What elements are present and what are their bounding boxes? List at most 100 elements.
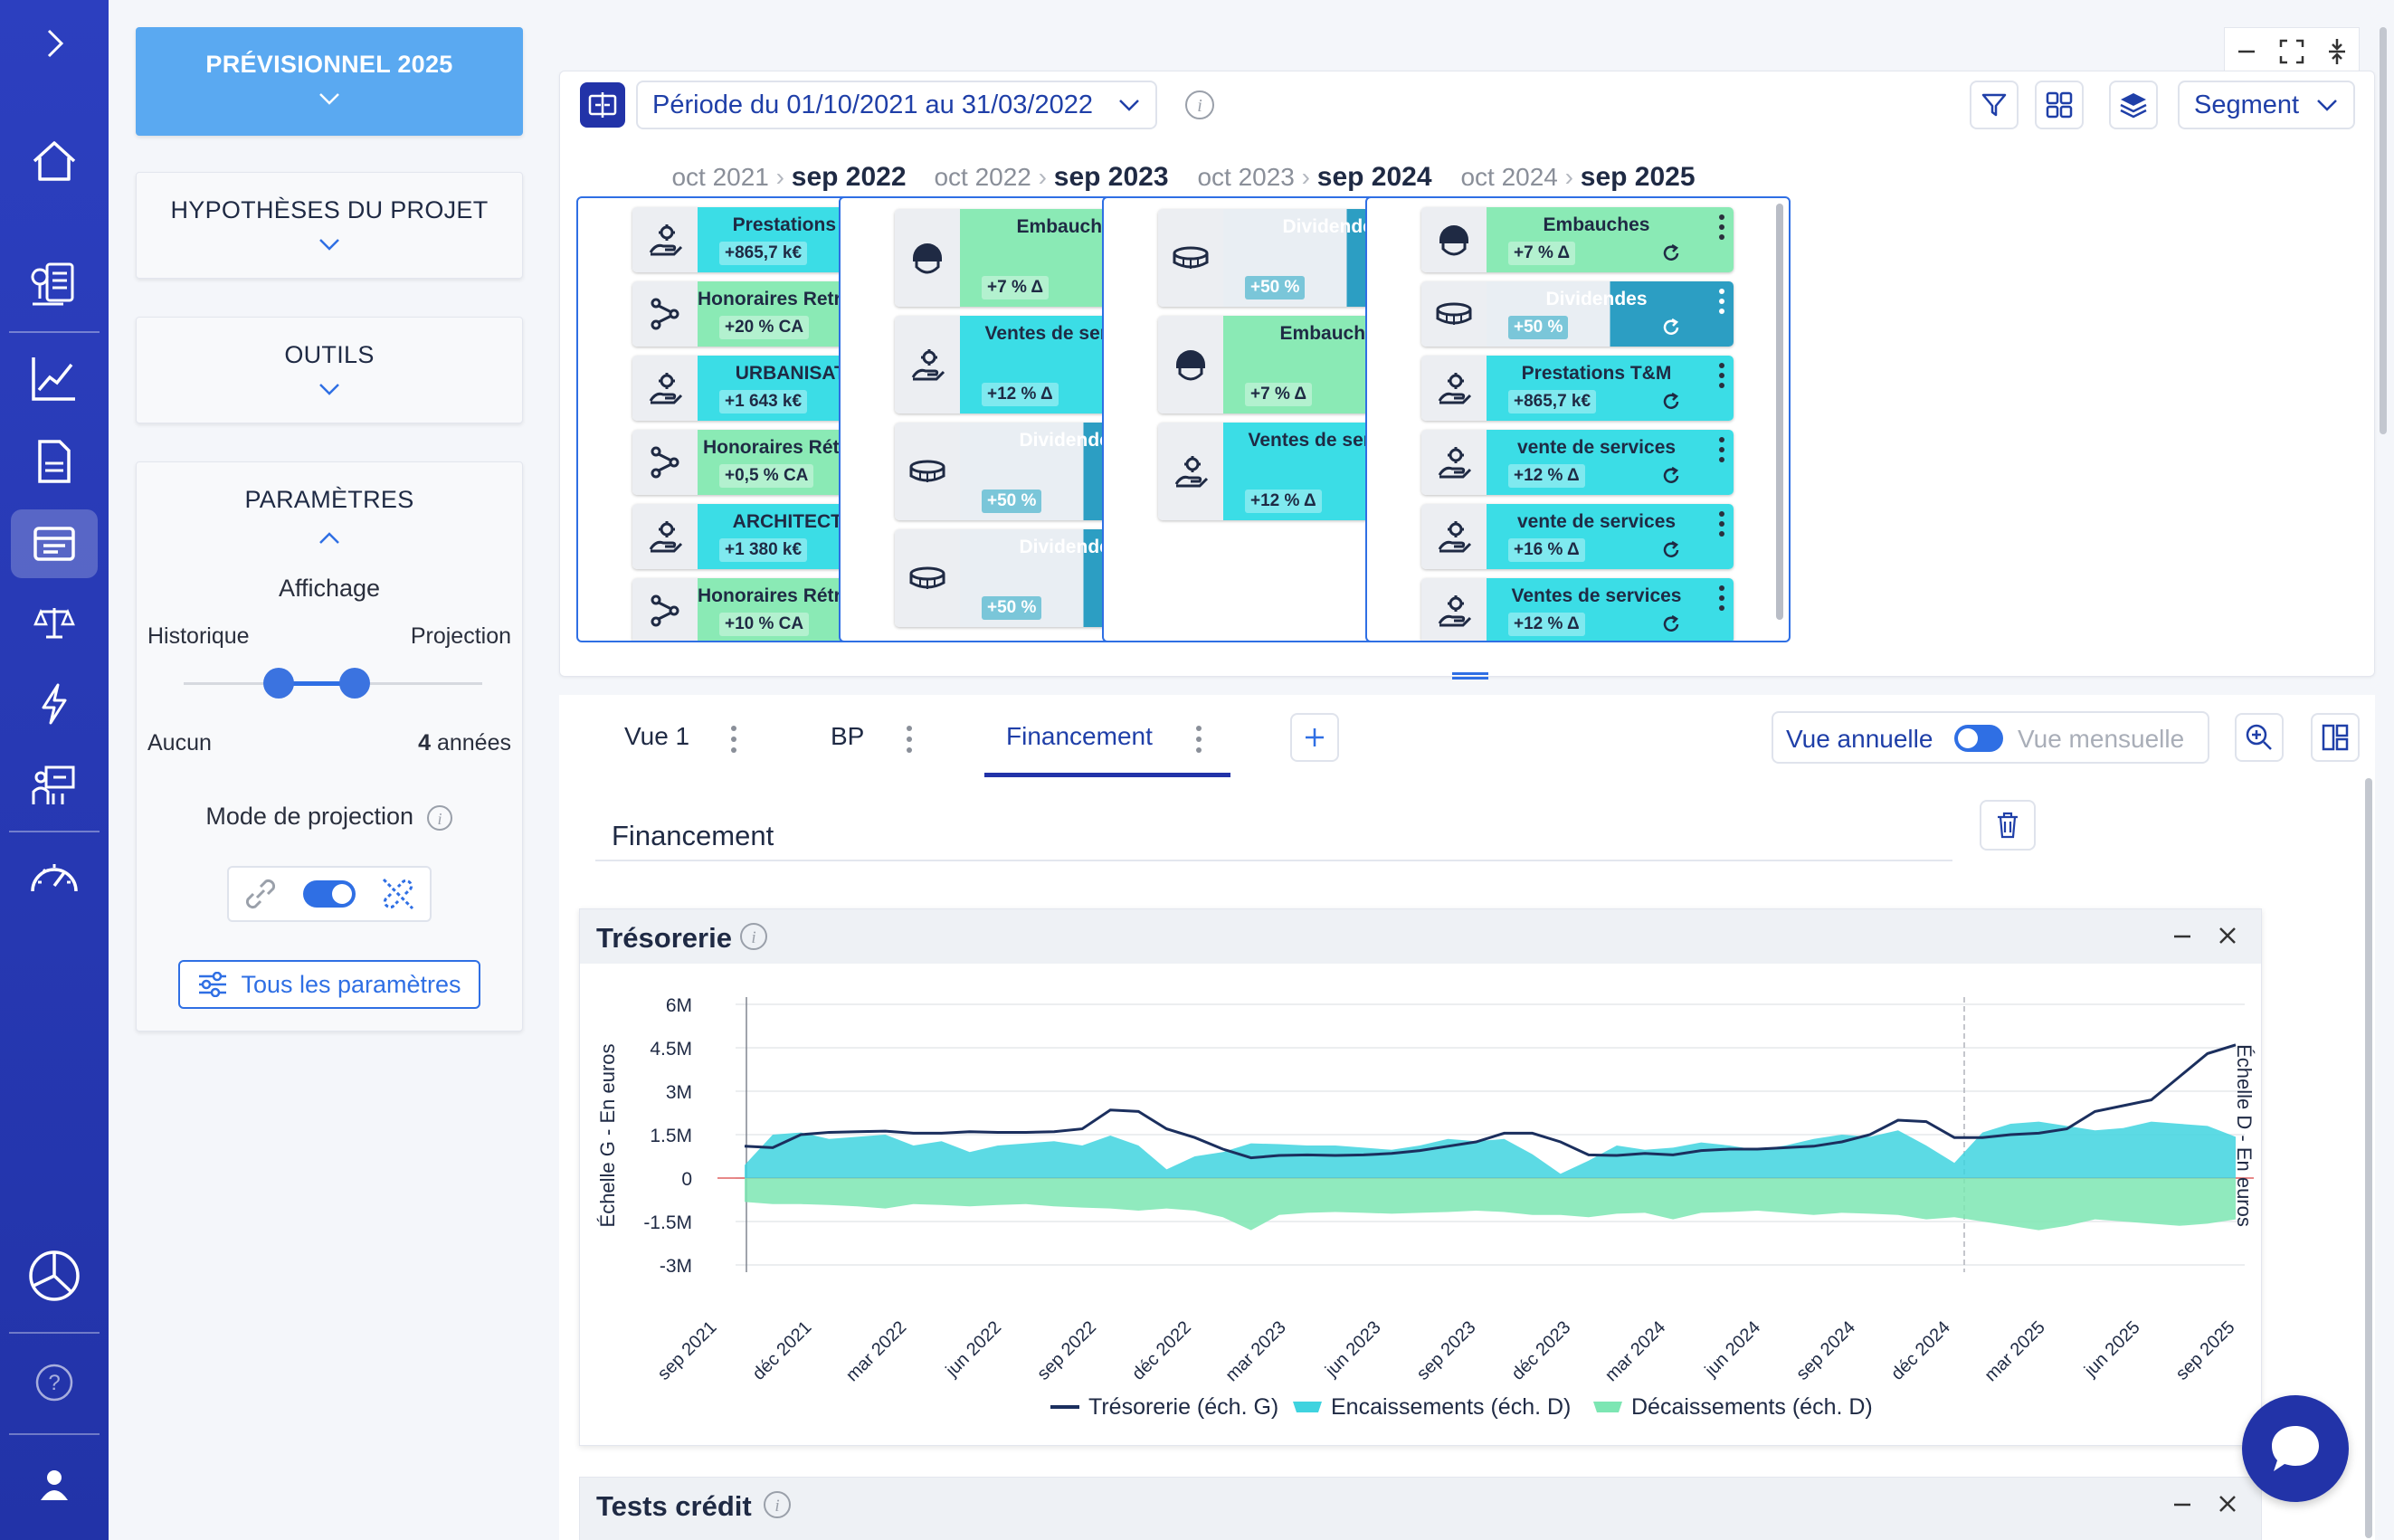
layout-button[interactable]	[2311, 713, 2360, 762]
collapse-vertical-icon[interactable]	[2326, 37, 2348, 66]
chat-button[interactable]	[2242, 1395, 2349, 1502]
hypothesis-body: vente de services +16 % Δ	[1487, 504, 1734, 569]
chevron-down-icon[interactable]	[137, 382, 522, 396]
y-right-axis-title: Échelle D - En euros	[2233, 1044, 2256, 1227]
period-title: oct 2022 › sep 2023	[934, 162, 1169, 192]
hypotheses-card[interactable]: HYPOTHÈSES DU PROJET	[136, 172, 523, 279]
zoom-button[interactable]	[2235, 713, 2284, 762]
help-icon[interactable]: ?	[11, 1348, 98, 1417]
hypothesis-item[interactable]: vente de services +12 % Δ	[1421, 430, 1734, 495]
info-icon[interactable]: i	[1184, 90, 1215, 120]
tab-financement[interactable]: Financement	[1006, 722, 1153, 750]
resize-handle[interactable]	[1452, 672, 1488, 680]
slider-handle-end[interactable]	[339, 668, 370, 699]
projection-widget: Période du 01/10/2021 au 31/03/2022 i Se…	[559, 71, 2375, 680]
range-slider[interactable]	[184, 665, 482, 701]
period-select-value: Période du 01/10/2021 au 31/03/2022	[652, 90, 1093, 119]
previsionnel-card[interactable]: PRÉVISIONNEL 2025	[136, 27, 523, 136]
hypothesis-name: Prestations T&M	[1521, 363, 1672, 384]
lightning-icon[interactable]	[11, 670, 98, 738]
chevron-down-icon[interactable]	[136, 91, 523, 106]
grid-icon	[2046, 91, 2073, 119]
page-scrollbar[interactable]	[2380, 27, 2387, 434]
chevron-down-icon[interactable]	[137, 237, 522, 252]
tab-bp-menu-icon[interactable]	[907, 726, 912, 758]
split-view-button[interactable]	[580, 82, 625, 128]
x-tick-label: déc 2022	[1128, 1317, 1195, 1384]
home-icon[interactable]	[11, 127, 98, 195]
close-icon[interactable]	[2218, 1494, 2237, 1514]
gauge-icon[interactable]	[11, 843, 98, 912]
item-menu-icon[interactable]	[1719, 437, 1724, 467]
tab-financement-menu-icon[interactable]	[1196, 726, 1202, 758]
filter-button[interactable]	[1970, 81, 2019, 129]
refresh-icon[interactable]	[1661, 392, 1681, 412]
network-icon	[632, 281, 698, 347]
projection-toggle[interactable]	[302, 880, 356, 908]
vue-annuelle-label[interactable]: Vue annuelle	[1786, 725, 1933, 753]
close-icon[interactable]	[2218, 926, 2237, 946]
trash-icon	[1998, 812, 2018, 839]
info-icon[interactable]: i	[739, 922, 768, 951]
map-report-icon[interactable]	[11, 250, 98, 318]
view-toggle[interactable]	[1954, 725, 2003, 752]
legend-label: Décaissements (éch. D)	[1631, 1394, 1873, 1420]
unlink-icon[interactable]	[378, 874, 418, 914]
hypothesis-value: +12 % Δ	[1245, 490, 1322, 513]
all-params-button[interactable]: Tous les paramètres	[178, 960, 480, 1009]
hypothesis-item[interactable]: vente de services +16 % Δ	[1421, 504, 1734, 569]
refresh-icon[interactable]	[1661, 318, 1681, 337]
rail-separator	[9, 331, 100, 333]
hypothesis-item[interactable]: Ventes de services +12 % Δ	[895, 316, 1207, 414]
tab-vue-1[interactable]: Vue 1	[624, 722, 690, 750]
line-chart-icon[interactable]	[11, 344, 98, 413]
item-menu-icon[interactable]	[1719, 511, 1724, 541]
hypothesis-item[interactable]: Prestations T&M +865,7 k€	[1421, 356, 1734, 421]
grid-view-button[interactable]	[2035, 81, 2084, 129]
add-tab-button[interactable]	[1290, 713, 1339, 762]
info-icon[interactable]: i	[763, 1490, 792, 1519]
item-menu-icon[interactable]	[1719, 289, 1724, 318]
planning-icon[interactable]	[11, 509, 98, 578]
refresh-icon[interactable]	[1661, 614, 1681, 634]
layers-button[interactable]	[2109, 81, 2158, 129]
hypothesis-item[interactable]: Ventes de services +12 % Δ	[1421, 578, 1734, 641]
hand-gear-icon	[1158, 423, 1223, 520]
outils-card[interactable]: OUTILS	[136, 317, 523, 423]
refresh-icon[interactable]	[1661, 243, 1681, 263]
view-switch[interactable]: Vue annuelle Vue mensuelle	[1772, 711, 2209, 764]
board-meeting-icon[interactable]	[11, 751, 98, 820]
document-icon[interactable]	[11, 427, 98, 496]
refresh-icon[interactable]	[1661, 540, 1681, 560]
vue-mensuelle-label[interactable]: Vue mensuelle	[2018, 725, 2185, 753]
pie-chart-icon[interactable]	[11, 1241, 98, 1310]
item-menu-icon[interactable]	[1719, 585, 1724, 615]
period-select[interactable]: Période du 01/10/2021 au 31/03/2022	[636, 81, 1157, 129]
minimize-card-icon[interactable]	[2172, 926, 2192, 946]
user-icon[interactable]	[11, 1451, 98, 1520]
fullscreen-icon[interactable]	[2279, 39, 2304, 64]
item-menu-icon[interactable]	[1719, 214, 1724, 244]
slider-handle-start[interactable]	[263, 668, 294, 699]
expand-icon[interactable]	[11, 9, 98, 78]
minimize-icon[interactable]	[2236, 41, 2257, 62]
link-icon[interactable]	[241, 874, 280, 914]
info-icon[interactable]: i	[426, 804, 453, 832]
hypothesis-item[interactable]: Dividendes +50 %	[1421, 281, 1734, 347]
parametres-card: PARAMÈTRES Affichage Historique Projecti…	[136, 461, 523, 1031]
segment-select[interactable]: Segment	[2178, 81, 2355, 129]
hypothesis-item[interactable]: Embauches +7 % Δ	[1421, 207, 1734, 272]
mode-projection-label: Mode de projection	[205, 803, 414, 830]
mode-projection-switch[interactable]	[227, 866, 432, 922]
panel-scrollbar[interactable]	[2365, 778, 2372, 1538]
refresh-icon[interactable]	[1661, 466, 1681, 486]
chevron-up-icon[interactable]	[137, 531, 522, 546]
item-menu-icon[interactable]	[1719, 363, 1724, 393]
tab-bp[interactable]: BP	[831, 722, 865, 750]
minimize-card-icon[interactable]	[2172, 1494, 2192, 1514]
delete-button[interactable]	[1980, 800, 2036, 851]
x-tick-label: mar 2023	[1221, 1317, 1289, 1385]
tab-vue-1-menu-icon[interactable]	[731, 726, 736, 758]
balance-icon[interactable]	[11, 588, 98, 657]
column-scrollbar[interactable]	[1776, 204, 1783, 620]
